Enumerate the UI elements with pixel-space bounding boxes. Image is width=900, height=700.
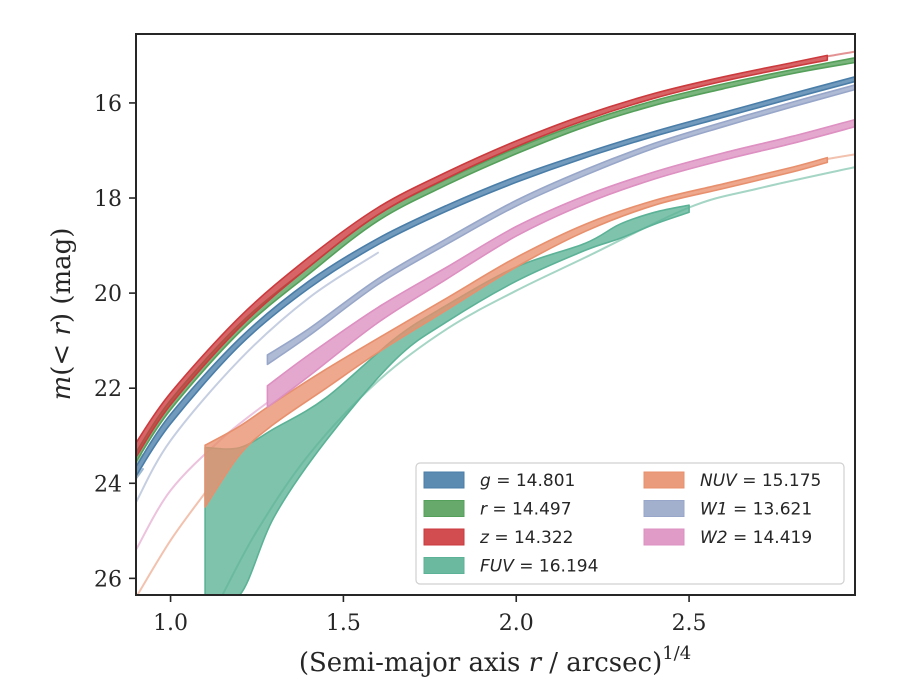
series-nuv-extension-2 (826, 153, 855, 160)
series-nuv-extension (136, 491, 207, 595)
series-w2-extension (136, 401, 269, 551)
x-tick-label: 1.5 (326, 611, 361, 636)
y-axis-label: m(< r) (mag) (47, 228, 77, 401)
legend-swatch-nuv (643, 471, 685, 489)
series-z-extension (826, 50, 855, 58)
legend-label-w2: W2 = 14.419 (700, 528, 812, 548)
plot-frame (135, 33, 856, 596)
legend-swatch-z (423, 528, 465, 546)
legend-label-z: z = 14.322 (479, 528, 573, 548)
x-axis-label: (Semi-major axis r / arcsec)1/4 (299, 643, 691, 678)
legend-label-nuv: NUV = 15.175 (700, 471, 821, 491)
y-tick-label: 26 (94, 567, 122, 592)
x-tick-label: 2.5 (672, 611, 707, 636)
series-w1-extension (136, 251, 379, 504)
series-nuv-band (204, 156, 829, 508)
series-w1-band (266, 84, 855, 366)
legend-swatch-fuv (423, 557, 465, 574)
ticks-layer: 1.0 1.5 2.0 2.5 16 18 20 22 24 26 (94, 92, 707, 636)
y-tick-label: 20 (94, 282, 122, 307)
legend: g = 14.801 r = 14.497 z = 14.322 FUV = 16.1… (415, 462, 845, 585)
legend-swatch-r (423, 500, 465, 517)
legend-swatch-g (423, 471, 465, 489)
y-tick-label: 18 (94, 187, 122, 212)
series-fuv-band (204, 204, 690, 595)
legend-swatch-w1 (643, 500, 685, 517)
legend-entries: g = 14.801 r = 14.497 z = 14.322 FUV = 16.1… (423, 471, 821, 577)
y-tick-label: 22 (94, 377, 122, 402)
x-tick-label: 1.0 (153, 611, 188, 636)
series-g-band (136, 76, 855, 477)
y-tick-label: 16 (94, 92, 122, 117)
y-tick-label: 24 (94, 472, 122, 497)
legend-label-fuv: FUV = 16.194 (480, 557, 598, 577)
legend-swatch-w2 (643, 528, 685, 546)
x-tick-label: 2.0 (499, 611, 534, 636)
legend-label-r: r = 14.497 (480, 500, 572, 520)
legend-label-w1: W1 = 13.621 (700, 500, 812, 520)
legend-frame (415, 462, 845, 585)
series-z-band (136, 54, 829, 458)
legend-label-g: g = 14.801 (480, 471, 575, 491)
